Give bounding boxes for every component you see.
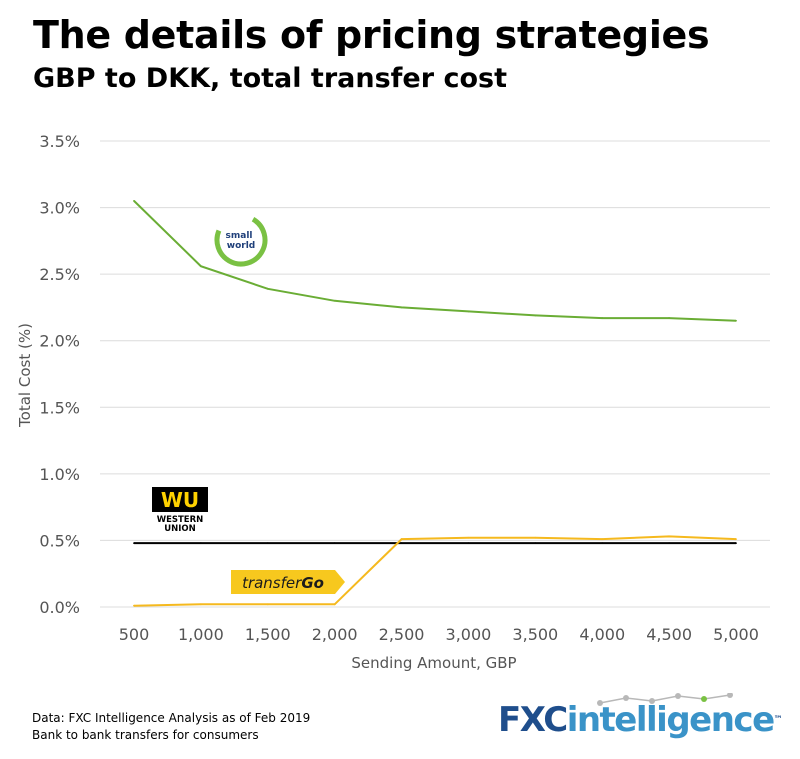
series-line-small-world: [133, 200, 737, 322]
y-tick-label: 2.5%: [39, 265, 80, 284]
data-point-transfergo: [266, 603, 269, 606]
wu-line2: UNION: [164, 524, 196, 534]
gridlines: [100, 140, 770, 608]
chart-subtitle: GBP to DKK, total transfer cost: [33, 63, 507, 94]
data-point-western-union: [601, 542, 604, 544]
data-point-transfergo: [668, 535, 671, 538]
data-point-western-union: [133, 542, 135, 544]
data-point-transfergo: [400, 538, 403, 540]
data-point-small-world: [333, 299, 336, 302]
x-tick-label: 1,000: [178, 625, 224, 644]
y-tick-label: 2.0%: [39, 332, 80, 351]
data-point-western-union: [534, 542, 537, 544]
x-tick-label: 1,500: [245, 625, 291, 644]
brand-tm: ™: [773, 715, 783, 725]
y-tick-label: 0.0%: [39, 598, 80, 617]
x-tick-label: 4,000: [579, 625, 625, 644]
x-tick-label: 4,500: [646, 625, 692, 644]
fxc-intelligence-logo: FXCintelligence™: [498, 699, 783, 741]
wu-badge: [152, 487, 208, 512]
x-axis-label: Sending Amount, GBP: [351, 654, 516, 672]
smallworld-logo-line1: small: [226, 231, 253, 241]
x-tick-label: 2,000: [312, 625, 358, 644]
brand-part-2: intelligence: [566, 700, 775, 740]
transfergo-wordmark: transferGo: [242, 574, 324, 592]
data-point-western-union: [735, 542, 737, 544]
y-axis-label: Total Cost (%): [16, 323, 34, 428]
data-point-transfergo: [534, 536, 537, 539]
series-line-transfergo: [133, 535, 737, 607]
transfergo-tag-shape: [231, 570, 345, 594]
source-line-1: Data: FXC Intelligence Analysis as of Fe…: [32, 711, 311, 725]
chart-title: The details of pricing strategies: [33, 13, 710, 57]
data-point-western-union: [199, 542, 202, 544]
source-note: Data: FXC Intelligence Analysis as of Fe…: [32, 710, 310, 744]
data-point-small-world: [534, 314, 537, 317]
x-tick-label: 500: [119, 625, 150, 644]
y-tick-label: 3.0%: [39, 199, 80, 218]
data-point-small-world: [199, 265, 202, 268]
data-point-small-world: [668, 317, 671, 319]
data-point-small-world: [400, 306, 403, 309]
x-tick-label: 5,000: [713, 625, 759, 644]
wu-mark: WU: [161, 488, 199, 512]
x-tick-label: 3,500: [512, 625, 558, 644]
y-tick-label: 0.5%: [39, 531, 80, 550]
data-point-western-union: [400, 542, 403, 544]
data-point-western-union: [668, 542, 671, 544]
y-tick-label: 1.0%: [39, 465, 80, 484]
data-point-small-world: [133, 200, 135, 202]
brand-dots-icon: [597, 693, 733, 706]
smallworld-logo: small world: [214, 213, 268, 267]
smallworld-ring-icon: [214, 213, 268, 267]
data-point-transfergo: [133, 604, 135, 607]
data-point-western-union: [333, 542, 336, 544]
data-point-small-world: [467, 310, 470, 313]
y-tick-label: 1.5%: [39, 398, 80, 417]
series-lines: [133, 200, 737, 607]
data-point-transfergo: [199, 603, 202, 606]
data-point-small-world: [601, 317, 604, 319]
data-point-transfergo: [467, 536, 470, 539]
data-point-transfergo: [735, 538, 737, 540]
x-axis-ticks: 500 1,000 1,500 2,000 2,500 3,000 3,500 4,000 4,…: [119, 625, 759, 644]
smallworld-logo-line2: world: [227, 241, 255, 251]
data-point-western-union: [266, 542, 269, 544]
data-point-small-world: [266, 287, 269, 290]
westernunion-logo: WU WESTERN UNION: [152, 487, 208, 534]
x-tick-label: 2,500: [379, 625, 425, 644]
line-chart: 0.0% 0.5% 1.0% 1.5% 2.0% 2.5% 3.0% 3.5% 500 1,00…: [16, 132, 770, 672]
x-tick-label: 3,000: [446, 625, 492, 644]
data-point-small-world: [735, 319, 737, 322]
wu-line1: WESTERN: [157, 515, 204, 525]
source-line-2: Bank to bank transfers for consumers: [32, 728, 259, 742]
data-point-western-union: [467, 542, 470, 544]
brand-part-1: FXC: [498, 700, 568, 740]
y-axis-ticks: 0.0% 0.5% 1.0% 1.5% 2.0% 2.5% 3.0% 3.5%: [39, 132, 80, 617]
y-tick-label: 3.5%: [39, 132, 80, 151]
data-point-transfergo: [333, 603, 336, 606]
transfergo-logo: transferGo: [231, 570, 345, 594]
data-point-transfergo: [601, 538, 604, 540]
